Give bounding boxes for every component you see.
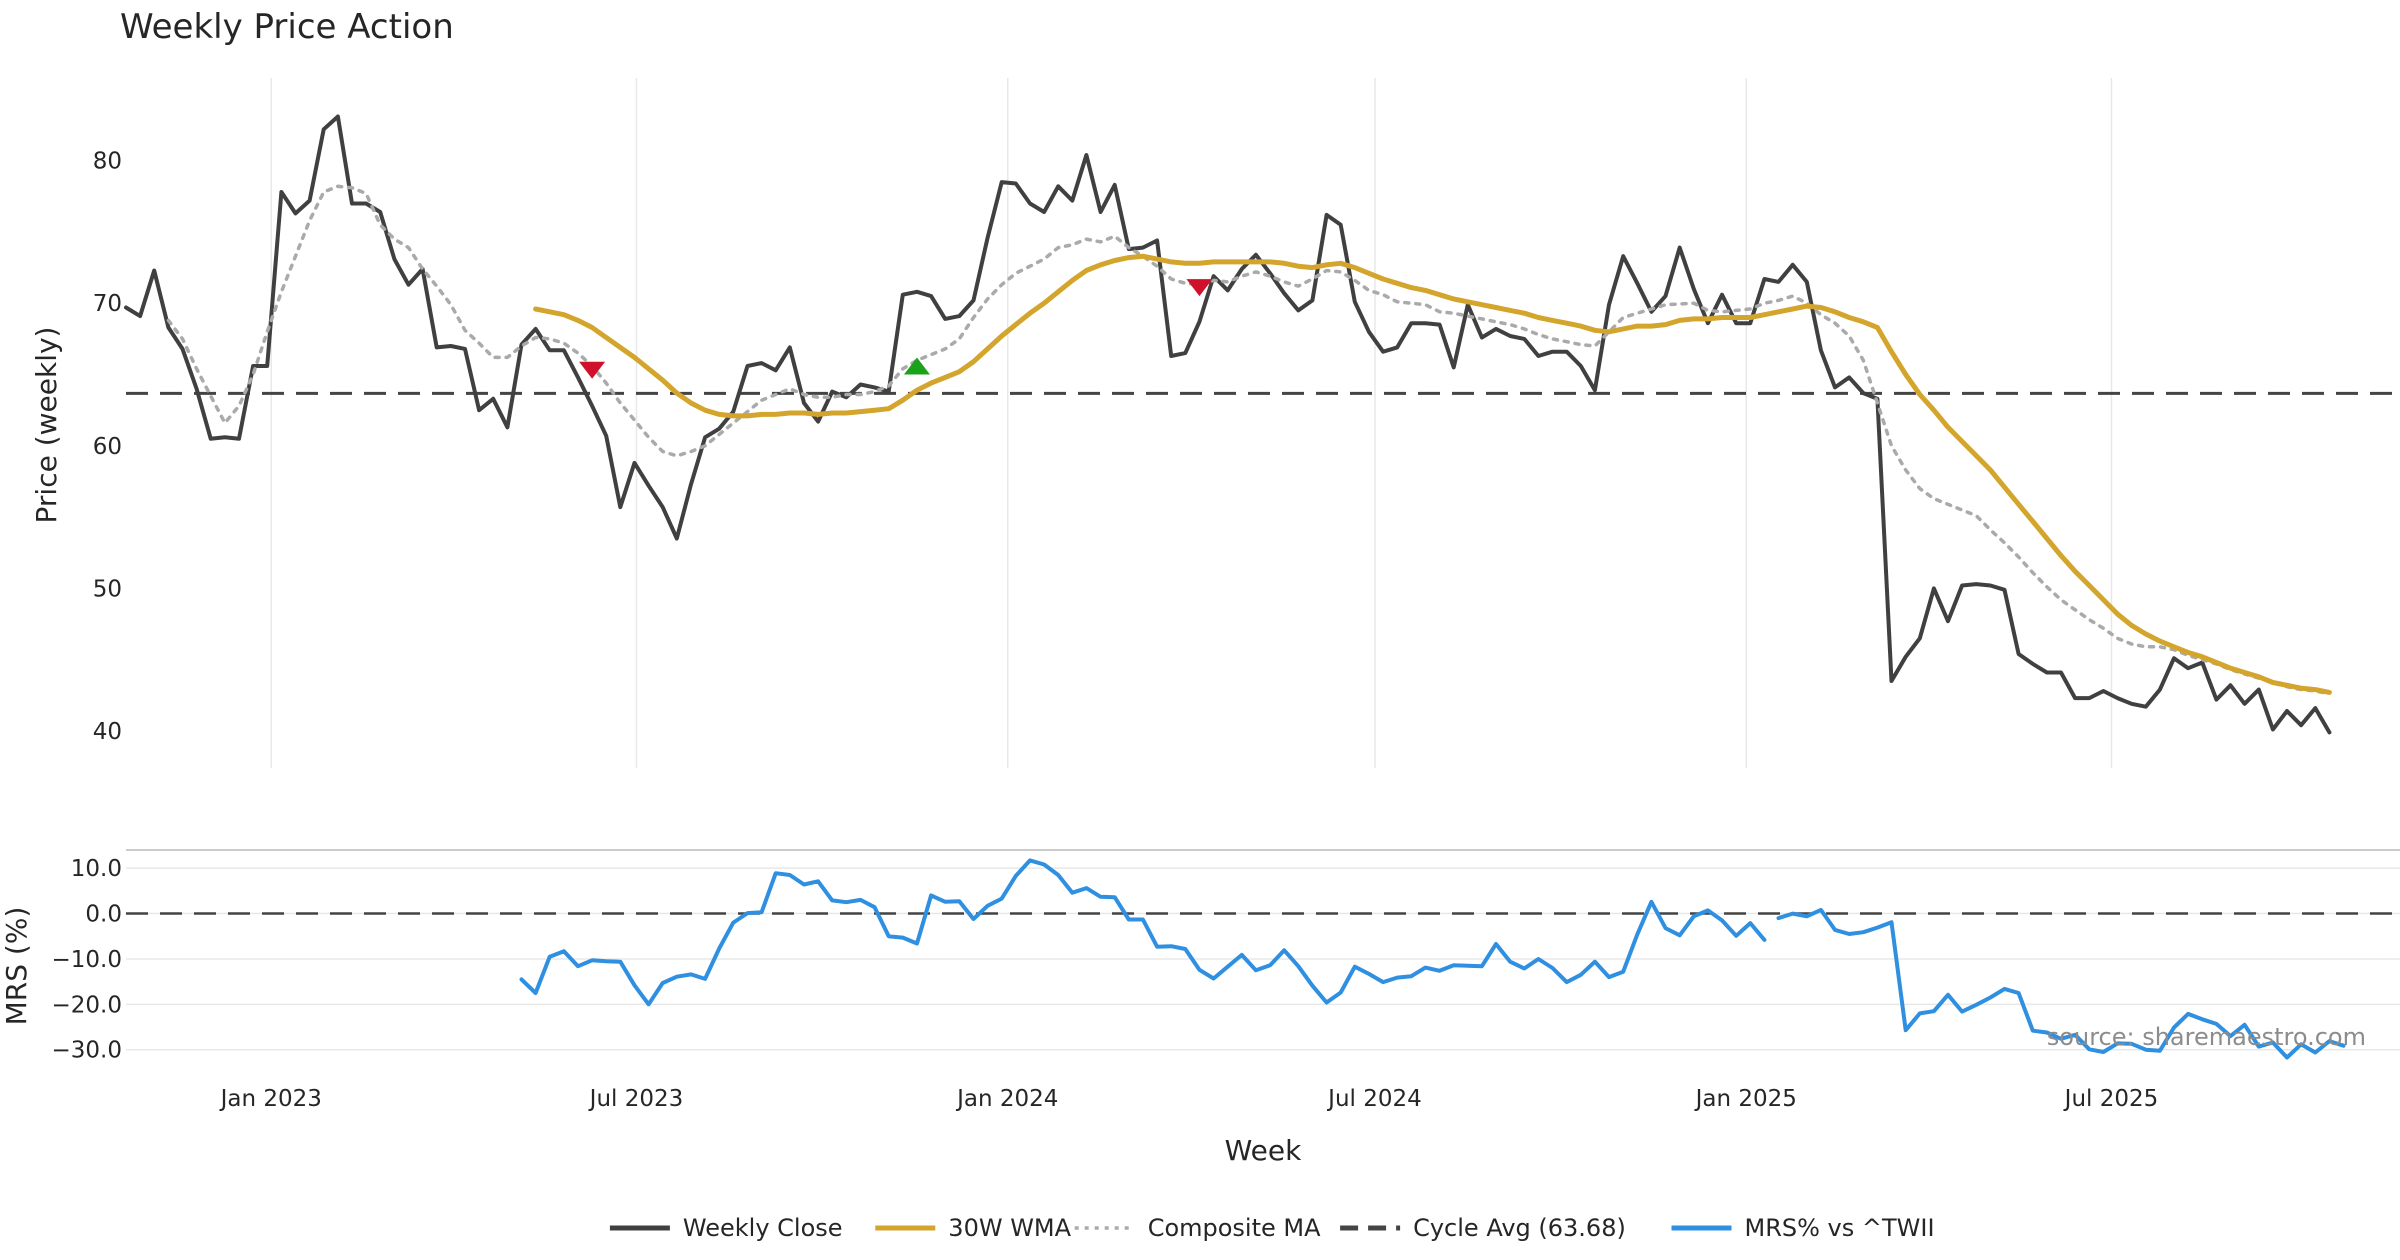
price-grid bbox=[270, 78, 2113, 768]
y-tick-label: −20.0 bbox=[52, 992, 122, 1018]
mrs-y-ticks: 10.0 0.0 −10.0 −20.0 −30.0 bbox=[52, 856, 122, 1064]
x-axis-label: Week bbox=[1225, 1134, 1302, 1167]
series-line-mrs-vs-twii bbox=[519, 858, 1767, 1007]
x-tick-label: Jul 2025 bbox=[2063, 1086, 2159, 1112]
x-tick-label: Jan 2024 bbox=[955, 1086, 1058, 1112]
source-note: source: sharemaestro.com bbox=[2047, 1023, 2366, 1051]
x-tick-label: Jul 2024 bbox=[1326, 1086, 1422, 1112]
chart-title: Weekly Price Action bbox=[120, 7, 454, 47]
signal-down-marker bbox=[579, 361, 606, 379]
legend-item-30w-wma: 30W WMA bbox=[875, 1214, 1072, 1242]
signal-markers bbox=[579, 279, 1213, 379]
price-series bbox=[124, 114, 2332, 735]
legend-label: 30W WMA bbox=[948, 1214, 1071, 1242]
legend-label: Composite MA bbox=[1148, 1214, 1321, 1242]
x-tick-label: Jul 2023 bbox=[588, 1086, 684, 1112]
y-tick-label: 50 bbox=[93, 576, 122, 602]
legend-label: Cycle Avg (63.68) bbox=[1413, 1214, 1626, 1242]
signal-down-marker bbox=[1186, 279, 1213, 297]
y-tick-label: −10.0 bbox=[52, 947, 122, 973]
legend-item-composite-ma: Composite MA bbox=[1074, 1214, 1321, 1242]
y-tick-label: 10.0 bbox=[71, 856, 122, 882]
legend-item-mrs-vs-twii: MRS% vs ^TWII bbox=[1671, 1214, 1935, 1242]
legend: Weekly Close 30W WMA Composite MA Cycle Avg… bbox=[609, 1214, 1935, 1242]
legend-item-weekly-close: Weekly Close bbox=[609, 1214, 843, 1242]
legend-label: MRS% vs ^TWII bbox=[1745, 1214, 1935, 1242]
series-line-composite-ma bbox=[166, 184, 2332, 696]
price-y-ticks: 40 50 60 70 80 bbox=[93, 149, 122, 745]
mrs-y-axis-label: MRS (%) bbox=[0, 907, 33, 1026]
legend-item-cycle-avg-63-68: Cycle Avg (63.68) bbox=[1340, 1214, 1626, 1242]
y-tick-label: 70 bbox=[93, 291, 122, 317]
x-tick-label: Jan 2025 bbox=[1694, 1086, 1797, 1112]
y-tick-label: 80 bbox=[93, 149, 122, 175]
y-tick-label: 40 bbox=[93, 719, 122, 745]
series-line-30w-wma bbox=[533, 253, 2332, 695]
series-line-weekly-close bbox=[124, 114, 2332, 735]
y-tick-label: 60 bbox=[93, 434, 122, 460]
legend-label: Weekly Close bbox=[683, 1214, 843, 1242]
x-ticks: Jan 2023 Jul 2023 Jan 2024 Jul 2024 Jan 2025… bbox=[219, 1086, 2159, 1112]
signal-up-marker bbox=[903, 357, 930, 375]
mrs-series bbox=[519, 858, 2346, 1060]
y-tick-label: −30.0 bbox=[52, 1038, 122, 1064]
x-tick-label: Jan 2023 bbox=[219, 1086, 322, 1112]
series-line-mrs-vs-twii bbox=[1776, 907, 2346, 1060]
price-y-axis-label: Price (weekly) bbox=[30, 327, 63, 524]
y-tick-label: 0.0 bbox=[85, 902, 122, 928]
